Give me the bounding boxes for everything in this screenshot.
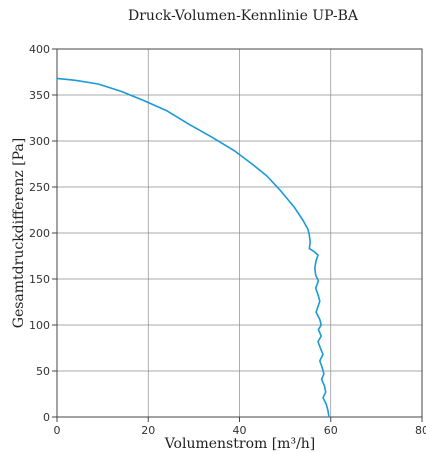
y-tick-label: 100 xyxy=(29,319,50,332)
y-axis-label: Gesamtdruckdifferenz [Pa] xyxy=(11,138,27,328)
tick-labels: 0 50 100 150 200 250 300 350 400 0 20 40 60 80 xyxy=(29,43,426,437)
x-tick-label: 80 xyxy=(415,424,426,437)
x-tick-label: 0 xyxy=(54,424,61,437)
y-tick-label: 0 xyxy=(43,411,50,424)
y-tick-label: 350 xyxy=(29,89,50,102)
x-axis-label: Volumenstrom [m³/h] xyxy=(164,436,316,452)
y-tick-label: 250 xyxy=(29,181,50,194)
x-tick-label: 60 xyxy=(324,424,338,437)
x-tick-label: 40 xyxy=(233,424,247,437)
chart-title: Druck-Volumen-Kennlinie UP-BA xyxy=(128,8,358,24)
grid xyxy=(57,49,422,417)
y-tick-label: 200 xyxy=(29,227,50,240)
y-tick-label: 50 xyxy=(36,365,50,378)
y-tick-label: 400 xyxy=(29,43,50,56)
y-tick-label: 300 xyxy=(29,135,50,148)
x-tick-label: 20 xyxy=(141,424,155,437)
series-line xyxy=(56,77,330,418)
y-tick-label: 150 xyxy=(29,273,50,286)
